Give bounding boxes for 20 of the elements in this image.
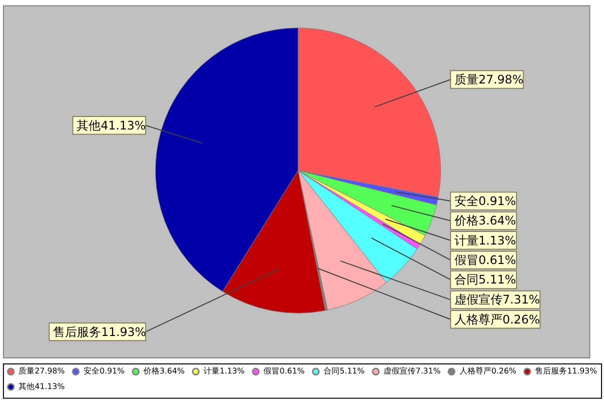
slice-label: 虚假宣传7.31% — [454, 292, 540, 307]
legend-label: 安全0.91% — [84, 366, 126, 376]
legend-label: 质量27.98% — [18, 366, 66, 376]
legend-label: 其他41.13% — [18, 382, 66, 391]
slice-label: 质量27.98% — [454, 72, 524, 86]
slice-label: 安全0.91% — [454, 194, 516, 208]
legend-label: 计量1.13% — [204, 366, 246, 376]
legend-label: 人格尊严0.26% — [459, 366, 517, 376]
slice-label: 价格3.64% — [453, 214, 516, 228]
slice-label: 假冒0.61% — [454, 253, 516, 267]
slice-label: 其他41.13% — [76, 118, 146, 132]
legend-label: 虚假宣传7.31% — [384, 366, 442, 376]
legend-label: 价格3.64% — [142, 366, 186, 376]
slice-label: 合同5.11% — [454, 272, 516, 287]
slice-label: 计量1.13% — [454, 233, 516, 248]
slice-label: 人格尊严0.26% — [454, 312, 540, 326]
legend-label: 售后服务11.93% — [535, 366, 598, 376]
slice-label: 售后服务11.93% — [53, 324, 146, 339]
legend-label: 合同5.11% — [324, 366, 366, 376]
legend-label: 假冒0.61% — [264, 366, 306, 376]
